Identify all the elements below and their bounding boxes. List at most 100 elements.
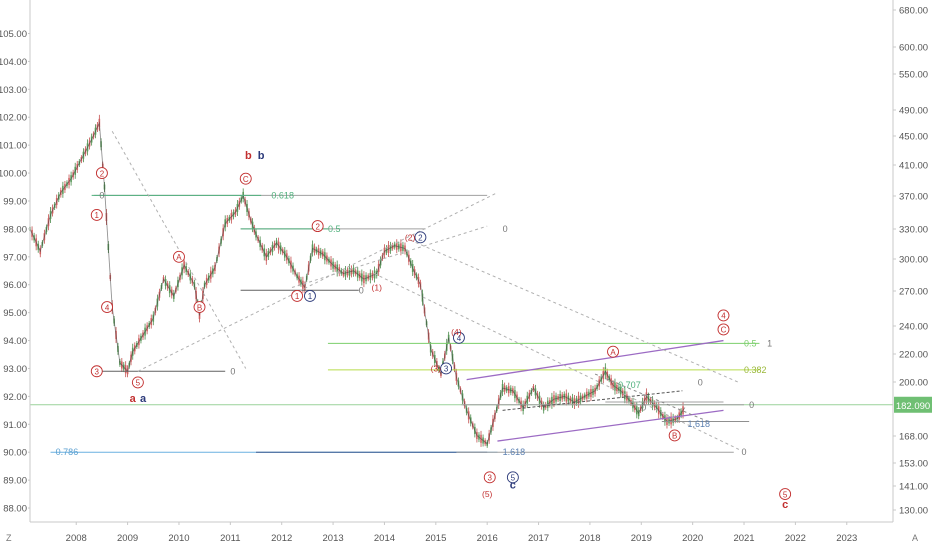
diag-dash-line <box>291 225 488 288</box>
wave-5-label-circle <box>779 488 792 501</box>
wave-4-label-circle <box>717 309 730 322</box>
fib-1-618-label: 1.618 <box>688 419 711 429</box>
x-tick-label: 2021 <box>733 533 754 544</box>
wave-3-label-circle <box>483 471 496 484</box>
wave-2-label-circle <box>95 167 108 180</box>
x-tick-label: 2012 <box>271 533 292 544</box>
y-right-tick-label: 300.00 <box>899 255 928 266</box>
wave-paren-label: (1) <box>372 283 383 293</box>
level-zero-label: 0 <box>503 224 508 234</box>
wave-3-label-text: 3 <box>95 367 100 376</box>
y-right-tick-label: 141.00 <box>899 482 928 493</box>
y-right-tick-label: 490.00 <box>899 106 928 117</box>
x-tick-label: 2023 <box>836 533 857 544</box>
wave-c-label-circle <box>717 323 730 336</box>
wave-a-major-navy-label: a <box>140 393 147 405</box>
y-left-tick-label: 95.00 <box>3 308 27 319</box>
wave-3-label-circle <box>90 365 103 378</box>
x-tick-label: 2008 <box>66 533 87 544</box>
wave-a-major-label: a <box>130 393 137 405</box>
y-right-tick-label: 680.00 <box>899 6 928 17</box>
wave-1-label-circle <box>90 208 103 221</box>
wave-2-label-text: 2 <box>100 169 105 178</box>
wave-1-label-circle <box>291 289 304 302</box>
plot-layer <box>29 114 893 453</box>
wave-3-navy-label-circle <box>440 362 453 375</box>
wave-b-label-text: B <box>197 303 202 312</box>
wave-5-label-circle <box>131 376 144 389</box>
price-line <box>29 121 686 445</box>
wave-1-label-text: 1 <box>95 211 100 220</box>
wave-b-label-text: B <box>672 432 677 441</box>
y-left-tick-label: 93.00 <box>3 364 27 375</box>
y-left-tick-label: 92.00 <box>3 392 27 403</box>
trend-dash-line <box>594 373 709 422</box>
fib-0-382-label: 0.382 <box>744 365 767 375</box>
y-left-tick-label: 94.00 <box>3 336 27 347</box>
wave-paren-label: (3) <box>431 363 442 373</box>
wave-4-navy-label-circle <box>452 331 465 344</box>
wave-2-navy-label-circle <box>414 231 427 244</box>
current-value-label: 182.090 <box>896 401 930 412</box>
x-tick-label: 2020 <box>682 533 703 544</box>
wave-2-navy-label-text: 2 <box>418 233 423 242</box>
y-left-tick-label: 91.00 <box>3 420 27 431</box>
wave-5-navy-label-text: 5 <box>511 474 516 483</box>
y-left-tick-label: 88.00 <box>3 504 27 515</box>
wave-2-label-text: 2 <box>315 222 320 231</box>
y-right-tick-label: 550.00 <box>899 70 928 81</box>
x-tick-label: 2009 <box>117 533 138 544</box>
wave-c-major-label: c <box>782 499 788 511</box>
wave-b-label-circle <box>193 301 206 314</box>
level-zero-label: 0 <box>741 447 746 457</box>
x-tick-label: 2010 <box>168 533 189 544</box>
wave-1-label-text: 1 <box>295 292 300 301</box>
diag-dash-line <box>137 192 498 372</box>
wave-4-label-text: 4 <box>721 312 726 321</box>
wave-2-label-circle <box>311 220 324 233</box>
level-one-label: 1 <box>767 338 772 348</box>
wave-c-label-text: C <box>721 326 727 335</box>
y-right-tick-label: 168.00 <box>899 432 928 443</box>
fib-0-707-label: 0.707 <box>618 380 641 390</box>
x-tick-label: 2017 <box>528 533 549 544</box>
y-left-tick-label: 96.00 <box>3 280 27 291</box>
wave-4-label-circle <box>101 301 114 314</box>
y-left-tick-label: 102.00 <box>0 113 27 124</box>
x-tick-label: 2013 <box>323 533 344 544</box>
y-right-tick-label: 370.00 <box>899 192 928 203</box>
wave-c-label-circle <box>239 172 252 185</box>
fib-1-618-label: 1.618 <box>503 447 526 457</box>
y-right-tick-label: 410.00 <box>899 161 928 172</box>
y-left-tick-label: 90.00 <box>3 448 27 459</box>
y-right-tick-label: 153.00 <box>899 459 928 470</box>
fib-0-618-label: 0.618 <box>271 190 294 200</box>
wave-paren-label: (5) <box>482 489 493 499</box>
y-left-tick-label: 97.00 <box>3 252 27 263</box>
x-tick-label: 2014 <box>374 533 395 544</box>
wave-a-label-circle <box>173 250 185 263</box>
wave-b-label-circle <box>668 429 681 442</box>
wave-3-navy-label-text: 3 <box>444 365 449 374</box>
wave-5-label-text: 5 <box>136 379 141 388</box>
x-tick-label: 2015 <box>425 533 446 544</box>
level-zero-label: 0 <box>230 366 235 376</box>
x-tick-label: 2011 <box>220 533 240 544</box>
y-left-tick-label: 100.00 <box>0 169 27 180</box>
y-left-tick-label: 101.00 <box>0 141 27 152</box>
channel-lower-line <box>497 409 724 442</box>
level-zero-label: 0 <box>698 377 703 387</box>
wave-c-label-text: C <box>243 175 249 184</box>
corner-right-mark: A <box>912 533 918 543</box>
y-right-tick-label: 600.00 <box>899 43 928 54</box>
corner-left-mark: Z <box>6 533 12 543</box>
wave-b-major-label: b <box>245 150 252 162</box>
wave-a-label-circle <box>607 345 619 358</box>
wave-paren-label: (4) <box>451 327 462 337</box>
wave-b-major-navy-label: b <box>258 150 265 162</box>
wave-3-label-text: 3 <box>488 474 493 483</box>
